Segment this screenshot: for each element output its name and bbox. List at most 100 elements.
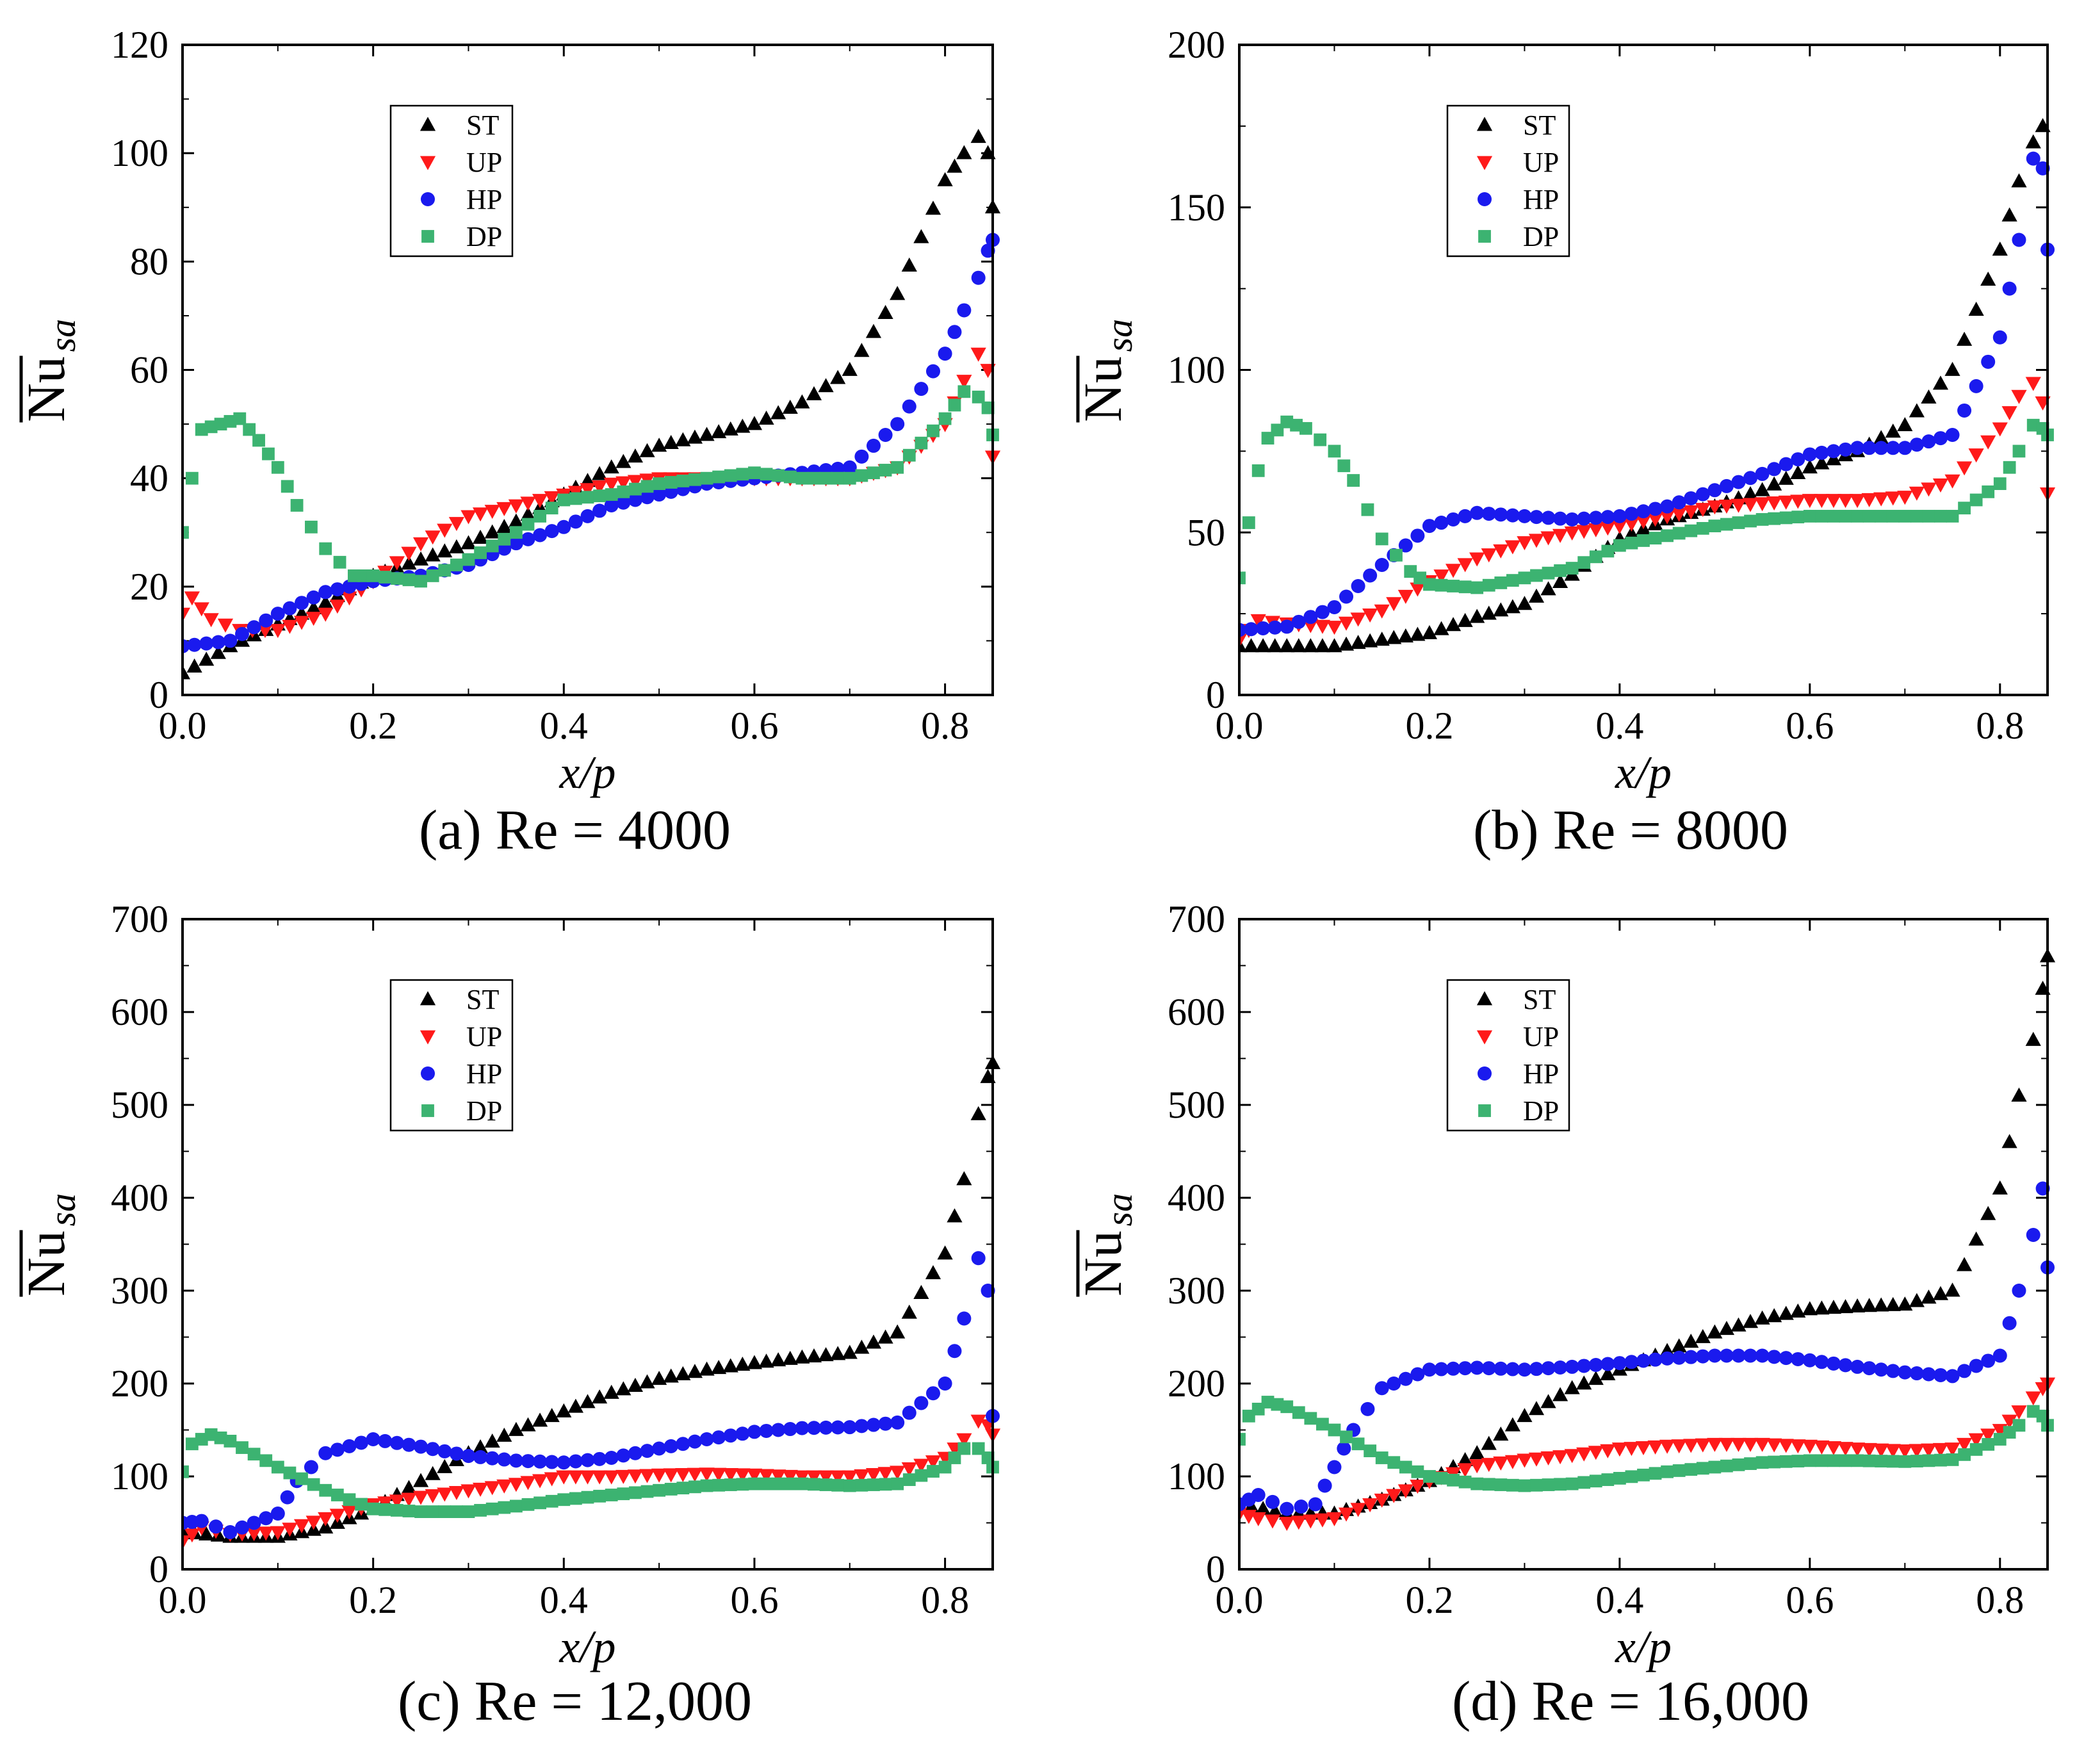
data-point-hp (1826, 444, 1841, 459)
data-point-st (437, 1458, 453, 1473)
legend-label-up: UP (1523, 1021, 1559, 1052)
data-point-st (2001, 207, 2017, 222)
data-point-hp (1337, 1441, 1351, 1456)
data-point-up (1239, 633, 1248, 648)
data-point-hp (1446, 1361, 1461, 1376)
data-point-dp (1886, 509, 1900, 523)
data-point-dp (247, 1448, 261, 1461)
data-point-st (592, 1389, 608, 1404)
data-point-up (1564, 1449, 1580, 1464)
data-point-st (782, 1350, 798, 1365)
data-point-dp (1934, 509, 1947, 523)
data-point-hp (1541, 510, 1556, 525)
data-point-hp (1886, 1364, 1900, 1378)
data-point-hp (1280, 1501, 1294, 1516)
data-point-st (567, 1398, 583, 1413)
data-point-up (1469, 552, 1485, 567)
data-point-up (282, 1523, 298, 1537)
data-point-up (1814, 1440, 1830, 1455)
data-point-dp (1458, 1475, 1472, 1489)
data-point-hp (1553, 1360, 1568, 1375)
data-point-up (687, 1467, 703, 1482)
data-point-st (956, 145, 972, 159)
data-point-dp (1910, 509, 1923, 523)
y-tick-label: 50 (1187, 511, 1225, 553)
data-point-up (818, 1470, 834, 1485)
data-point-st (1980, 1205, 1996, 1220)
data-point-up (2011, 389, 2027, 404)
x-tick-label: 0.8 (921, 1579, 969, 1621)
legend-box (1446, 104, 1570, 257)
data-point-dp (204, 1428, 218, 1441)
data-point-up (1481, 548, 1497, 563)
data-point-st (782, 400, 798, 414)
data-point-dp (1672, 1464, 1686, 1477)
x-tick-label: 0.4 (540, 705, 588, 747)
data-point-hp (1565, 512, 1579, 527)
data-point-hp (521, 532, 535, 546)
data-point-st (1790, 1303, 1806, 1318)
y-tick-label: 40 (130, 457, 168, 500)
y-tick-label: 700 (111, 898, 168, 940)
legend-label-st: ST (466, 984, 499, 1015)
data-point-hp (342, 1439, 357, 1453)
data-point-st (1326, 638, 1342, 653)
x-tick-label: 0.8 (921, 705, 969, 747)
data-point-dp (271, 461, 284, 474)
data-point-st (1897, 417, 1913, 432)
data-point-dp (450, 1505, 463, 1518)
data-point-dp (305, 520, 318, 534)
data-point-hp (1588, 510, 1603, 525)
data-point-dp (1589, 550, 1602, 564)
data-point-st (1243, 638, 1259, 653)
data-point-hp (235, 626, 250, 641)
data-point-dp (1375, 1451, 1389, 1464)
data-point-dp (2003, 461, 2016, 474)
series-dp (1239, 1396, 2054, 1492)
data-point-dp (1314, 433, 1327, 446)
data-point-dp (1506, 1478, 1519, 1492)
data-point-dp (1862, 509, 1876, 523)
data-point-st (1825, 451, 1842, 466)
y-axis-title-subscript: sa (1098, 319, 1140, 352)
data-point-st (1517, 1408, 1533, 1423)
data-point-hp (1624, 1355, 1639, 1369)
data-point-st (1457, 612, 1473, 627)
data-point-dp (1447, 1473, 1460, 1487)
data-point-dp (295, 1472, 308, 1485)
legend-marker-st (419, 991, 436, 1006)
data-point-up (1659, 510, 1675, 525)
data-point-st (484, 1433, 500, 1448)
data-point-st (1921, 1289, 1937, 1304)
data-point-dp (1542, 566, 1555, 580)
data-point-up (1861, 493, 1877, 507)
x-tick-label: 0.6 (1786, 1579, 1834, 1621)
data-point-hp (223, 633, 238, 648)
data-point-dp (1601, 1473, 1615, 1486)
data-point-up (890, 1466, 906, 1480)
data-point-dp (1387, 1456, 1401, 1469)
data-point-up (746, 1468, 763, 1483)
data-point-dp (426, 1505, 439, 1518)
data-point-hp (1601, 510, 1615, 525)
data-point-st (425, 547, 441, 562)
data-point-dp (1399, 1460, 1412, 1474)
data-point-up (1873, 1443, 1889, 1458)
data-point-hp (795, 1421, 810, 1435)
data-point-st (603, 1384, 619, 1399)
data-point-up (1552, 1450, 1568, 1465)
data-point-hp (1945, 1369, 1960, 1384)
data-point-dp (355, 1498, 368, 1511)
legend-label-up: UP (1523, 147, 1559, 178)
data-point-dp (1577, 556, 1591, 569)
data-point-dp (1304, 1412, 1317, 1425)
data-point-st (1909, 1293, 1925, 1307)
data-point-st (603, 459, 619, 474)
data-point-dp (1720, 1459, 1733, 1473)
data-point-hp (592, 1451, 607, 1466)
data-point-dp (319, 542, 332, 555)
data-point-hp (925, 1386, 940, 1401)
data-point-dp (1613, 1472, 1626, 1485)
data-point-hp (235, 1520, 250, 1535)
data-point-dp (1530, 569, 1543, 582)
